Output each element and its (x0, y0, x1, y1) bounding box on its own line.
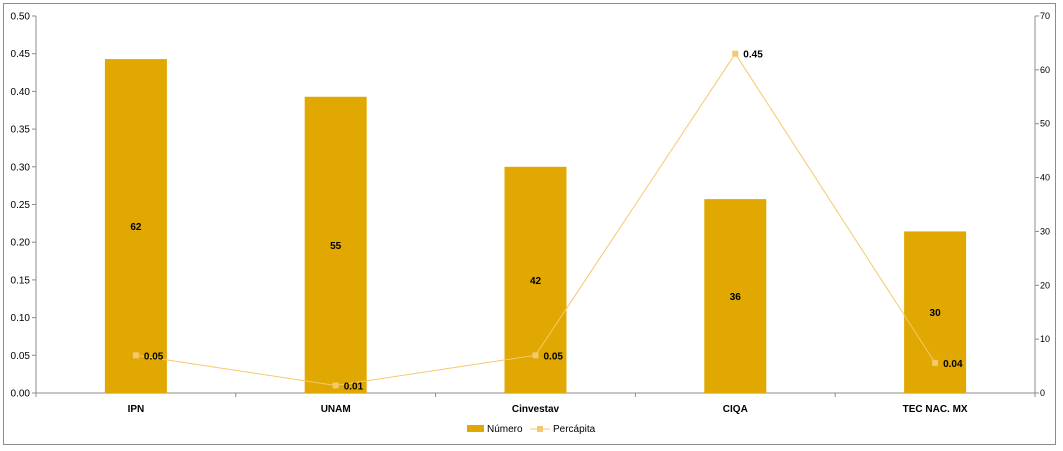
y-left-tick-label: 0.50 (11, 12, 31, 23)
y-left-tick-label: 0.00 (11, 389, 31, 400)
y-right-tick-label: 10 (1040, 334, 1050, 344)
line-point-percapita (732, 50, 739, 57)
bar-data-label: 55 (330, 241, 342, 252)
x-category-label: TEC NAC. MX (903, 404, 968, 415)
y-left-tick-label: 0.15 (11, 275, 31, 286)
bar-numero (304, 96, 367, 394)
y-right-tick-label: 40 (1040, 173, 1050, 183)
y-left-tick-label: 0.35 (11, 125, 31, 136)
bar-data-label: 36 (730, 292, 742, 303)
y-right-tick-label: 50 (1040, 119, 1050, 129)
line-data-label: 0.01 (344, 381, 364, 392)
bar-numero (704, 199, 767, 393)
line-data-label: 0.45 (743, 50, 763, 61)
legend-marker-percapita (537, 426, 543, 432)
y-left-tick-label: 0.25 (11, 200, 31, 211)
y-left-tick-label: 0.30 (11, 162, 31, 173)
x-category-label: UNAM (321, 404, 351, 415)
y-left-tick-label: 0.10 (11, 313, 31, 324)
y-left-tick-label: 0.40 (11, 87, 31, 98)
y-right-tick-label: 30 (1040, 226, 1050, 236)
line-point-percapita (332, 382, 339, 389)
legend-swatch-numero (467, 425, 484, 432)
line-data-label: 0.05 (144, 351, 164, 362)
x-category-label: Cinvestav (512, 404, 560, 415)
y-right-tick-label: 20 (1040, 280, 1050, 290)
y-left-tick-label: 0.45 (11, 49, 31, 60)
bar-data-label: 42 (530, 276, 542, 287)
y-left-tick-label: 0.05 (11, 351, 31, 362)
y-right-tick-label: 70 (1040, 11, 1050, 21)
y-left-tick-label: 0.20 (11, 238, 31, 249)
legend-label-percapita: Percápita (553, 424, 596, 435)
bar-numero (904, 231, 967, 393)
y-right-tick-label: 60 (1040, 65, 1050, 75)
line-point-percapita (532, 352, 539, 359)
y-right-tick-label: 0 (1040, 388, 1045, 398)
legend-label-numero: Número (487, 424, 523, 435)
bar-data-label: 30 (930, 308, 942, 319)
line-data-label: 0.05 (544, 351, 564, 362)
line-data-label: 0.04 (943, 359, 963, 370)
x-category-label: CIQA (723, 404, 748, 415)
x-category-label: IPN (128, 404, 145, 415)
line-point-percapita (932, 359, 939, 366)
line-point-percapita (132, 352, 139, 359)
bar-data-label: 62 (130, 222, 142, 233)
bar-numero (104, 59, 167, 393)
